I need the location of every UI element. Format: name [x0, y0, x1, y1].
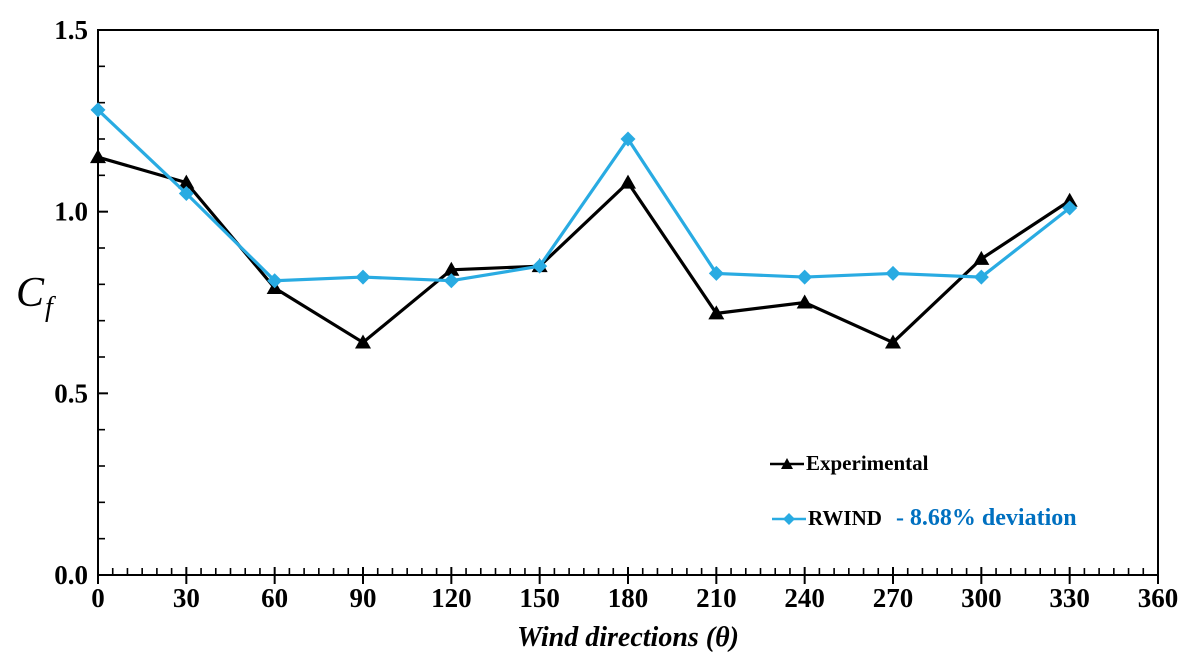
series-experimental-data-point: [90, 149, 106, 164]
x-tick-label: 30: [173, 583, 200, 613]
series-rwind-data-point: [178, 186, 194, 201]
series-experimental-data-point: [796, 294, 813, 309]
y-tick-label: 1.0: [54, 197, 88, 227]
series-rwind-data-point: [355, 269, 371, 285]
x-tick-label: 270: [873, 583, 914, 613]
plot-border: [97, 29, 1159, 576]
x-tick-label: 90: [350, 583, 377, 613]
x-tick-label: 240: [784, 583, 825, 613]
legend-label-experimental: Experimental: [806, 451, 929, 475]
series-experimental-line: [97, 155, 1071, 345]
y-axis-title-subscript: f: [45, 292, 53, 323]
series-experimental-data-point: [355, 334, 371, 349]
series-experimental-data-point: [973, 250, 990, 265]
y-tick-label: 0.0: [54, 560, 88, 590]
y-axis-title-symbol: C: [16, 270, 45, 316]
rwind-deviation-note: - 8.68% deviation: [895, 505, 1077, 531]
y-tick-label: 0.5: [54, 378, 88, 408]
series-rwind-data-point: [443, 273, 459, 289]
series-rwind-data-point: [267, 273, 283, 289]
series-experimental-data-point: [620, 174, 636, 189]
x-tick-label: 60: [261, 583, 288, 613]
series-experimental-data-point: [1061, 192, 1078, 207]
x-tick-label: 180: [608, 583, 649, 613]
series-experimental-data-point: [708, 305, 725, 320]
series-rwind-data-point: [532, 258, 548, 274]
x-tick-label: 300: [961, 583, 1002, 613]
legend-item-rwind: RWIND - 8.68% deviation: [772, 505, 1077, 532]
series-rwind-line: [96, 108, 1071, 283]
series-rwind-data-point: [973, 269, 989, 285]
series-rwind-data-point: [708, 265, 724, 281]
x-tick-label: 0: [91, 583, 105, 613]
series-experimental-data-point: [885, 334, 901, 349]
series-rwind-data-point: [885, 265, 901, 281]
series-experimental-data-point: [178, 174, 195, 189]
experimental-line-triangle-marker-icon: [770, 455, 804, 473]
x-axis-title: Wind directions (θ): [517, 622, 739, 653]
y-axis-title: Cf: [16, 270, 53, 322]
rwind-line-diamond-marker-icon: [772, 510, 806, 528]
series-rwind-data-point: [90, 102, 106, 118]
x-tick-label: 120: [431, 583, 472, 613]
legend-label-rwind: RWIND: [808, 506, 882, 530]
series-rwind-data-point: [797, 269, 813, 285]
x-tick-label: 210: [696, 583, 737, 613]
x-tick-label: 360: [1138, 583, 1179, 613]
series-rwind-data-point: [1062, 200, 1078, 216]
x-tick-label: 150: [519, 583, 560, 613]
legend-item-experimental: Experimental: [770, 451, 928, 476]
x-tick-label: 330: [1049, 583, 1090, 613]
y-tick-label: 1.5: [54, 15, 88, 45]
series-experimental-data-point: [443, 261, 460, 276]
series-rwind-data-point: [620, 131, 636, 147]
